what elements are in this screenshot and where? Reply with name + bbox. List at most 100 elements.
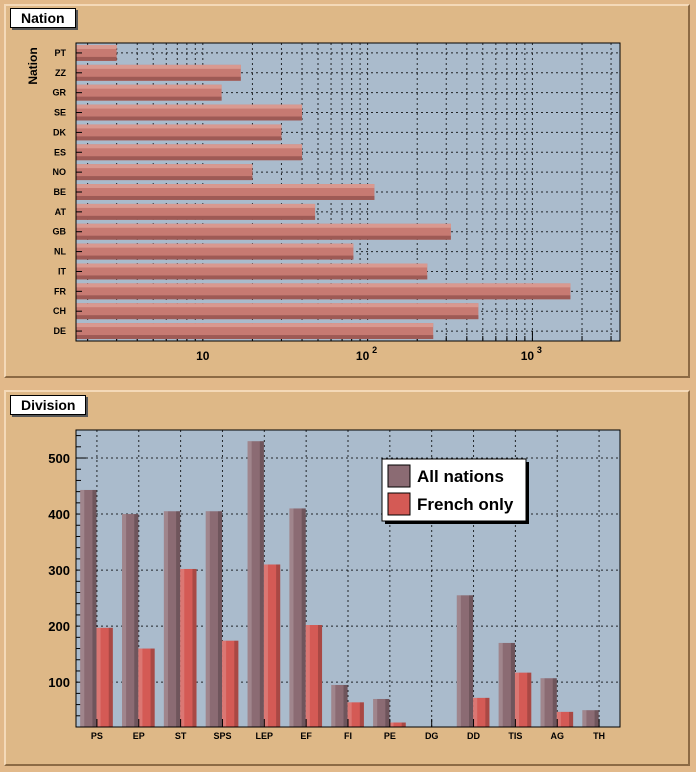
division-bar-highlight (122, 514, 127, 727)
nation-bar-highlight (76, 164, 253, 169)
nation-category-label: GR (53, 88, 67, 98)
nation-bar-highlight (76, 263, 428, 268)
division-category-label: DG (425, 731, 439, 741)
division-bar-shadow (176, 511, 181, 727)
division-bar-shadow (385, 698, 390, 727)
division-category-label: SPS (213, 731, 231, 741)
nation-bar-shadow (76, 315, 479, 320)
division-bar-highlight (347, 702, 352, 727)
division-y-tick-label: 300 (48, 563, 70, 578)
division-bar-french-ag (556, 711, 574, 727)
nation-x-tick-exponent: 3 (537, 345, 542, 355)
division-plot-border (75, 429, 621, 728)
nation-bar-highlight (76, 104, 303, 109)
division-bar-highlight (556, 711, 561, 727)
nation-category-label: AT (55, 207, 67, 217)
nation-bar-shadow (76, 195, 375, 200)
division-bar-shadow (217, 511, 223, 727)
division-bar-all-tis (498, 642, 515, 727)
division-bar-highlight (582, 710, 587, 727)
nation-category-label: FR (54, 286, 66, 296)
division-bar-shadow (552, 678, 557, 727)
nation-bar-highlight (76, 124, 282, 129)
division-y-tick-label: 200 (48, 619, 70, 634)
nation-panel-title: Nation (10, 8, 76, 28)
division-bar-highlight (540, 678, 545, 727)
nation-bar-highlight (76, 203, 316, 208)
division-bar-shadow (108, 627, 113, 727)
division-bar-french-ps (96, 627, 113, 727)
division-bar-shadow (594, 710, 599, 727)
division-bar-shadow (234, 640, 239, 727)
nation-bar-shadow (76, 235, 451, 240)
division-bar-highlight (247, 441, 252, 727)
nation-bar-highlight (76, 84, 222, 89)
division-category-label: EF (300, 731, 312, 741)
division-bar-shadow (259, 441, 264, 727)
nation-bar-shadow (76, 96, 222, 101)
nation-bar-highlight (76, 283, 571, 288)
division-bar-shadow (92, 489, 97, 727)
nation-category-label: NO (53, 167, 67, 177)
division-bar-shadow (276, 564, 281, 727)
nation-bar-highlight (76, 144, 303, 149)
nation-category-label: ES (54, 147, 66, 157)
division-bar-shadow (359, 702, 364, 727)
division-bar-all-th (582, 710, 599, 727)
division-bar-shadow (401, 722, 406, 727)
division-bar-highlight (96, 627, 101, 727)
nation-category-label: DK (53, 127, 66, 137)
nation-bar-shadow (76, 116, 303, 121)
division-bar-highlight (180, 568, 185, 727)
division-bar-highlight (331, 684, 336, 727)
division-category-label: ST (175, 731, 187, 741)
nation-category-label: NL (54, 247, 66, 257)
division-bar-shadow (134, 514, 139, 727)
nation-x-tick-label: 10 (521, 349, 535, 363)
division-category-label: PE (384, 731, 396, 741)
division-bar-all-ag (540, 678, 557, 727)
division-bar-all-lep (247, 441, 264, 727)
division-category-label: TH (593, 731, 605, 741)
nation-x-tick-label: 10 (196, 349, 210, 363)
division-bar-all-st (163, 511, 181, 727)
division-bar-highlight (163, 511, 168, 727)
nation-category-label: ZZ (55, 68, 66, 78)
nation-category-label: BE (53, 187, 66, 197)
division-bar-highlight (456, 595, 461, 727)
nation-bar-shadow (76, 215, 316, 220)
division-bar-all-ef (289, 508, 306, 727)
nation-category-label: CH (53, 306, 66, 316)
legend-swatch-french-only (387, 492, 411, 516)
division-bar-french-ef (305, 625, 323, 727)
nation-bar-highlight (76, 64, 241, 69)
division-panel-title: Division (10, 395, 87, 415)
nation-bar-highlight (76, 303, 479, 308)
nation-bar-shadow (76, 56, 117, 61)
division-bar-highlight (305, 625, 310, 727)
division-y-tick-label: 100 (48, 675, 70, 690)
nation-plot-border (75, 42, 621, 342)
nation-bar-shadow (76, 136, 282, 141)
division-bar-highlight (514, 672, 520, 727)
nation-bar-shadow (76, 255, 354, 260)
division-bar-all-ep (122, 514, 139, 727)
division-bar-highlight (498, 642, 503, 727)
division-bar-shadow (527, 672, 532, 727)
nation-x-tick-exponent: 2 (372, 345, 377, 355)
nation-bar-highlight (76, 323, 434, 328)
nation-bar-shadow (76, 76, 241, 81)
division-bar-highlight (222, 640, 227, 727)
division-category-label: PS (91, 731, 103, 741)
division-bar-french-ep (138, 648, 155, 727)
division-bar-shadow (317, 625, 323, 727)
nation-category-label: IT (58, 266, 67, 276)
division-bar-shadow (150, 648, 155, 727)
division-category-label: EP (133, 731, 145, 741)
division-bar-highlight (80, 489, 85, 727)
division-bar-highlight (138, 648, 143, 727)
division-y-tick-label: 400 (48, 507, 70, 522)
division-bar-shadow (569, 711, 574, 727)
division-bar-all-pe (373, 698, 390, 727)
division-bar-french-dd (473, 697, 490, 727)
